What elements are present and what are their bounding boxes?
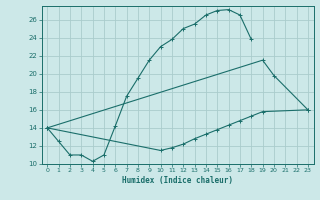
X-axis label: Humidex (Indice chaleur): Humidex (Indice chaleur): [122, 176, 233, 185]
